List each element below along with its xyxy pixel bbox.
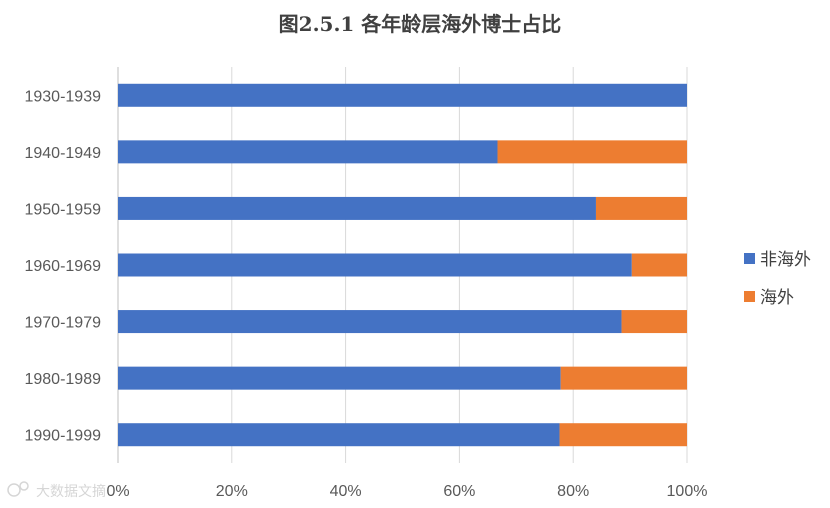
bar [497, 140, 687, 164]
x-tick-label: 80% [557, 483, 589, 500]
bars [118, 83, 687, 447]
y-tick-label: 1990-1999 [24, 428, 101, 445]
legend-swatch [744, 291, 755, 302]
bar [118, 253, 632, 277]
chart-title: 图2.5.1 各年龄层海外博士占比 [279, 12, 562, 36]
watermark-text: 大数据文摘 [36, 483, 106, 500]
x-tick-label: 100% [667, 483, 708, 500]
legend-swatch [744, 253, 755, 264]
y-tick-label: 1940-1949 [24, 145, 101, 162]
bar [118, 366, 561, 390]
x-tick-label: 0% [106, 483, 129, 500]
bar [118, 196, 596, 220]
legend-label: 非海外 [760, 250, 811, 270]
x-tick-label: 60% [443, 483, 475, 500]
bar [559, 423, 687, 447]
x-tick-label: 40% [330, 483, 362, 500]
bar [118, 83, 687, 107]
y-tick-label: 1980-1989 [24, 371, 101, 388]
y-axis-ticks: 1930-1939 1940-1949 1950-1959 1960-1969 1970… [24, 88, 101, 444]
y-tick-label: 1970-1979 [24, 315, 101, 332]
bar [595, 196, 687, 220]
bar [560, 366, 687, 390]
x-tick-label: 20% [216, 483, 248, 500]
bar [631, 253, 687, 277]
bar [118, 310, 622, 334]
legend-label: 海外 [760, 288, 794, 308]
y-tick-label: 1930-1939 [24, 88, 101, 105]
bar [118, 140, 498, 164]
watermark: 大数据文摘 [7, 481, 106, 500]
x-axis-ticks: 0% 20% 40% 60% 80% 100% [106, 483, 707, 500]
bar [118, 423, 560, 447]
watermark-logo-icon [7, 481, 29, 497]
y-tick-label: 1960-1969 [24, 258, 101, 275]
bar [621, 310, 687, 334]
y-tick-label: 1950-1959 [24, 201, 101, 218]
